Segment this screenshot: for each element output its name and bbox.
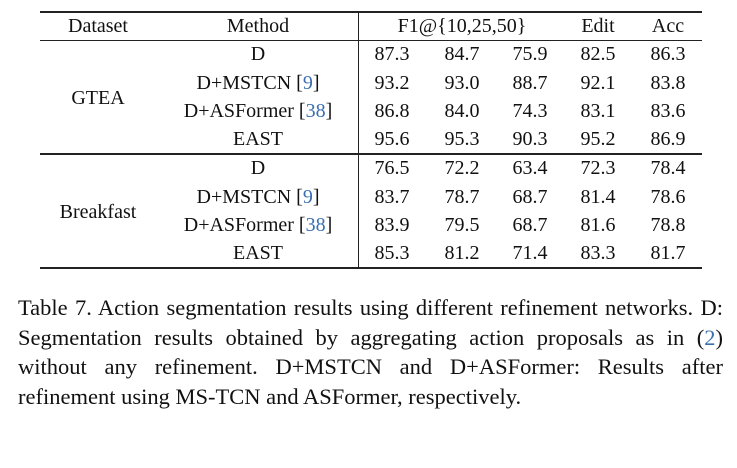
method-text: EAST [233,242,283,265]
header-cell: F1@{10,25,50} [397,15,527,37]
method-text: D [250,43,266,66]
citation: 9 [302,185,313,208]
value-cell: 74.3 [512,100,548,122]
method-text: ] [325,214,333,236]
citation: 38 [305,214,326,236]
rule [40,11,702,13]
value-cell: 83.6 [650,100,686,122]
method-text: EAST [233,128,283,151]
method-text: ] [325,100,333,122]
citation: 9 [302,71,313,94]
value-cell: 86.8 [374,100,410,122]
value-cell: 63.4 [512,157,548,180]
value-cell: 78.4 [650,157,686,180]
rule [358,12,359,268]
value-cell: 86.3 [650,43,686,66]
value-cell: 81.4 [580,185,616,208]
method-cell: D [251,158,265,178]
value-cell: 72.2 [444,157,480,180]
value-cell: 78.6 [650,185,686,208]
method-cell: D+ASFormer [38] [184,101,333,121]
value-cell: 81.6 [580,214,616,236]
method-text: D [250,157,266,180]
caption: Table 7. Action segmentation results usi… [18,293,723,411]
rule [40,153,702,155]
value-cell: 84.0 [444,100,480,122]
value-cell: 76.5 [374,157,410,180]
method-cell: EAST [233,129,283,149]
value-cell: 95.6 [374,128,410,151]
value-cell: 71.4 [512,242,548,265]
value-cell: 84.7 [444,43,480,66]
value-cell: 95.2 [580,128,616,151]
value-cell: 95.3 [444,128,480,151]
method-cell: D+ASFormer [38] [184,215,333,235]
caption-text: ) without any refinement. D+MSTCN and D+… [18,324,723,409]
rule [40,267,702,269]
header-cell: Method [226,15,290,37]
value-cell: 86.9 [650,128,686,151]
value-cell: 72.3 [580,157,616,180]
method-cell: D+MSTCN [9] [197,73,320,93]
header-cell: Edit [581,15,615,37]
value-cell: 83.9 [374,214,410,236]
method-cell: D [251,44,265,64]
method-text: ] [312,185,320,208]
value-cell: 93.2 [374,71,410,94]
header-cell: Acc [651,15,685,37]
value-cell: 68.7 [512,214,548,236]
method-text: D+MSTCN [ [196,185,303,208]
method-text: D+ASFormer [ [183,100,306,122]
dataset-label: Breakfast [59,200,137,223]
rule [40,40,702,41]
value-cell: 85.3 [374,242,410,265]
value-cell: 83.3 [580,242,616,265]
value-cell: 81.7 [650,242,686,265]
value-cell: 81.2 [444,242,480,265]
value-cell: 83.8 [650,71,686,94]
value-cell: 87.3 [374,43,410,66]
value-cell: 78.8 [650,214,686,236]
method-text: D+MSTCN [ [196,71,303,94]
value-cell: 83.7 [374,185,410,208]
value-cell: 83.1 [580,100,616,122]
value-cell: 68.7 [512,185,548,208]
caption-text: Table 7. Action segmentation results usi… [18,295,723,350]
equation-ref: 2 [704,324,716,350]
method-text: D+ASFormer [ [183,214,306,236]
method-cell: D+MSTCN [9] [197,187,320,207]
dataset-label: GTEA [71,86,125,109]
header-cell: Dataset [68,15,128,37]
citation: 38 [305,100,326,122]
value-cell: 90.3 [512,128,548,151]
value-cell: 78.7 [444,185,480,208]
value-cell: 75.9 [512,43,548,66]
value-cell: 88.7 [512,71,548,94]
value-cell: 93.0 [444,71,480,94]
value-cell: 92.1 [580,71,616,94]
method-text: ] [312,71,320,94]
value-cell: 79.5 [444,214,480,236]
value-cell: 82.5 [580,43,616,66]
method-cell: EAST [233,243,283,263]
